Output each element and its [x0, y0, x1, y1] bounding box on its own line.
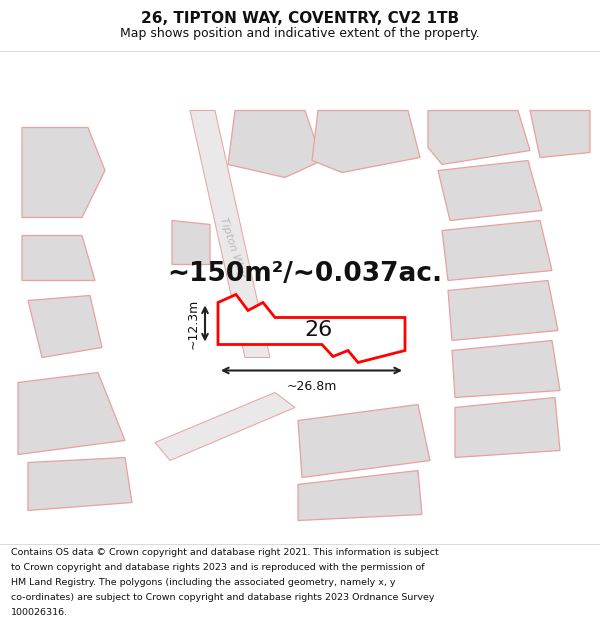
Polygon shape [218, 294, 405, 362]
Polygon shape [155, 392, 295, 461]
Polygon shape [22, 236, 95, 281]
Polygon shape [442, 221, 552, 281]
Text: to Crown copyright and database rights 2023 and is reproduced with the permissio: to Crown copyright and database rights 2… [11, 563, 424, 572]
Text: Tipton Way: Tipton Way [218, 216, 247, 279]
Polygon shape [28, 458, 132, 511]
Polygon shape [455, 398, 560, 458]
Polygon shape [298, 404, 430, 478]
Polygon shape [22, 127, 105, 218]
Polygon shape [448, 281, 558, 341]
Polygon shape [312, 111, 420, 173]
Text: Map shows position and indicative extent of the property.: Map shows position and indicative extent… [120, 27, 480, 40]
Polygon shape [190, 111, 270, 358]
Text: 26: 26 [304, 321, 332, 341]
Text: ~12.3m: ~12.3m [187, 298, 200, 349]
Polygon shape [452, 341, 560, 398]
Text: 100026316.: 100026316. [11, 608, 68, 617]
Text: HM Land Registry. The polygons (including the associated geometry, namely x, y: HM Land Registry. The polygons (includin… [11, 578, 395, 587]
Polygon shape [228, 111, 322, 178]
Text: ~150m²/~0.037ac.: ~150m²/~0.037ac. [167, 261, 443, 288]
Polygon shape [530, 111, 590, 158]
Polygon shape [18, 372, 125, 454]
Text: ~26.8m: ~26.8m [286, 381, 337, 394]
Text: Contains OS data © Crown copyright and database right 2021. This information is : Contains OS data © Crown copyright and d… [11, 548, 439, 557]
Text: co-ordinates) are subject to Crown copyright and database rights 2023 Ordnance S: co-ordinates) are subject to Crown copyr… [11, 593, 434, 602]
Polygon shape [438, 161, 542, 221]
Text: 26, TIPTON WAY, COVENTRY, CV2 1TB: 26, TIPTON WAY, COVENTRY, CV2 1TB [141, 11, 459, 26]
Polygon shape [298, 471, 422, 521]
Polygon shape [428, 111, 530, 164]
Polygon shape [28, 296, 102, 358]
Polygon shape [172, 221, 210, 264]
